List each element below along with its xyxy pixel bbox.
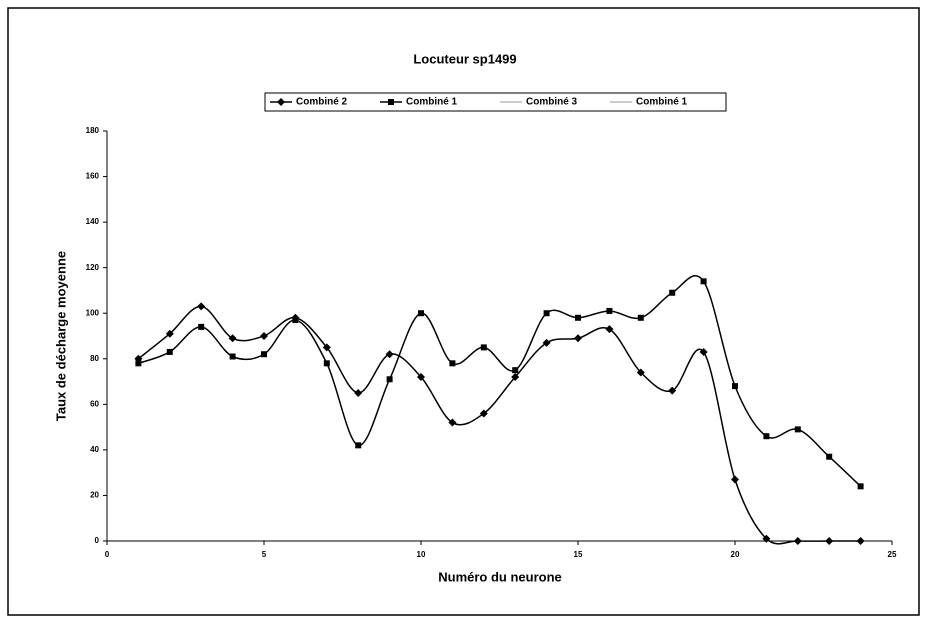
point [669,289,676,296]
point [479,409,488,418]
point [606,307,613,314]
x-tick-label: 0 [105,550,110,559]
legend-label: Combiné 3 [526,97,578,108]
point [574,334,582,343]
y-tick-label: 180 [86,126,100,135]
point [542,338,551,347]
point [448,418,457,427]
point [857,483,864,490]
point [511,373,520,381]
x-tick-label: 25 [888,550,897,559]
y-tick-label: 160 [86,172,100,181]
legend-label: Combiné 1 [406,97,458,108]
point [260,332,268,340]
point [480,344,487,351]
y-tick-label: 40 [90,445,99,454]
point [198,323,205,330]
point [135,360,142,367]
point [699,347,708,356]
point [793,537,802,545]
point [322,343,331,352]
y-tick-label: 100 [86,308,100,317]
point [418,310,424,317]
point [668,386,677,395]
point [323,360,330,367]
legend-label: Combiné 2 [296,97,348,108]
point [794,426,801,433]
y-axis-label: Taux de décharge moyenne [53,251,68,421]
y-tick-label: 60 [90,399,99,408]
point [261,351,267,358]
point [543,310,550,317]
chart-title: Locuteur sp1499 [413,51,516,66]
point [763,433,770,440]
x-tick-label: 10 [417,550,426,559]
y-tick-label: 80 [90,354,99,363]
point [826,453,833,460]
point [165,329,174,338]
point [354,388,363,397]
point [637,314,644,321]
point [636,368,645,377]
point [385,350,394,359]
point [762,534,771,543]
x-axis-label: Numéro du neurone [438,569,562,584]
point [355,442,362,449]
point [166,348,173,355]
point [512,367,519,374]
point [700,278,707,285]
point [228,334,237,343]
point [277,98,285,106]
point [605,325,614,334]
point [388,99,394,105]
point [449,360,456,367]
legend-box [264,92,727,112]
legend-label: Combiné 1 [636,97,688,108]
point [229,353,236,360]
point [575,314,581,321]
y-tick-label: 140 [86,217,100,226]
y-tick-label: 120 [86,263,100,272]
point [856,537,865,545]
x-tick-label: 15 [574,550,583,559]
point [825,537,834,545]
point [386,376,393,383]
point [732,383,738,390]
x-tick-label: 20 [731,550,740,559]
point [292,317,299,324]
y-tick-label: 20 [90,491,99,500]
point [731,475,739,484]
point [197,302,206,311]
y-tick-label: 0 [95,536,100,545]
point [417,373,425,381]
x-tick-label: 5 [262,550,267,559]
